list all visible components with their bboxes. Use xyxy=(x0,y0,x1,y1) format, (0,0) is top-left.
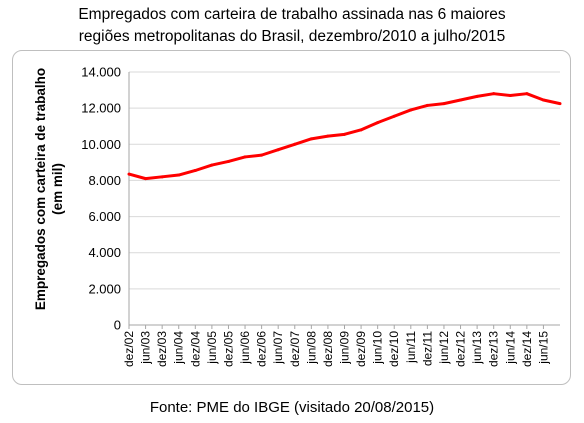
data-point xyxy=(541,98,545,102)
data-point xyxy=(492,92,496,96)
x-tick-label: jun/08 xyxy=(304,331,318,365)
x-tick-label: dez/05 xyxy=(221,331,235,367)
data-point xyxy=(226,159,230,163)
x-tick-label: jun/09 xyxy=(338,331,352,365)
data-point xyxy=(177,173,181,177)
data-point xyxy=(144,177,148,181)
data-point xyxy=(409,108,413,112)
x-tick-label: jun/06 xyxy=(238,331,252,365)
y-tick-label: 12.000 xyxy=(81,101,121,116)
chart-title-line-1: Empregados com carteira de trabalho assi… xyxy=(78,6,506,23)
x-tick-label: jun/13 xyxy=(470,331,484,365)
x-tick-label: dez/10 xyxy=(387,331,401,367)
x-tick-label: jun/05 xyxy=(205,331,219,365)
data-point xyxy=(525,92,529,96)
data-point xyxy=(193,168,197,172)
x-tick-label: dez/14 xyxy=(520,331,534,367)
x-tick-label: dez/02 xyxy=(122,331,136,367)
x-tick-label: jun/14 xyxy=(503,331,517,365)
x-tick-label: jun/15 xyxy=(536,331,550,365)
data-point xyxy=(309,137,313,141)
data-point xyxy=(359,128,363,132)
data-point xyxy=(293,142,297,146)
data-point xyxy=(127,172,131,176)
data-point xyxy=(475,94,479,98)
y-tick-label: 4.000 xyxy=(88,245,121,260)
x-tick-label: jun/12 xyxy=(437,331,451,365)
data-point xyxy=(343,132,346,136)
data-point xyxy=(558,102,562,106)
x-tick-label: dez/09 xyxy=(354,331,368,367)
y-axis-label-line-2: (em mil) xyxy=(50,163,65,215)
data-point xyxy=(210,163,214,167)
axes xyxy=(128,72,560,326)
y-tick-label: 0 xyxy=(114,318,121,333)
x-tick-label: dez/13 xyxy=(487,331,501,367)
y-tick-label: 8.000 xyxy=(88,173,121,188)
x-tick-label: dez/06 xyxy=(255,331,269,367)
source-note: Fonte: PME do IBGE (visitado 20/08/2015) xyxy=(149,399,435,416)
x-tick-label: jun/04 xyxy=(172,331,186,365)
data-point xyxy=(392,114,396,118)
x-tick-label: dez/12 xyxy=(454,331,468,367)
chart-title-line-2: regiões metropolitanas do Brasil, dezemb… xyxy=(78,28,506,45)
y-tick-label: 6.000 xyxy=(88,209,121,224)
data-point xyxy=(260,153,264,157)
data-point xyxy=(326,134,330,138)
data-point xyxy=(243,155,247,159)
y-tick-labels: 0 2.000 4.000 6.000 8.000 10.000 12.000 14.000 xyxy=(81,65,121,333)
y-tick-label: 2.000 xyxy=(88,281,121,296)
data-point xyxy=(508,93,512,97)
x-tick-label: jun/03 xyxy=(139,331,153,365)
data-point xyxy=(442,102,446,106)
series-layer xyxy=(127,92,562,181)
data-point xyxy=(459,98,463,102)
x-tick-label: dez/07 xyxy=(288,331,302,367)
chart-title: Empregados com carteira de trabalho assi… xyxy=(0,4,584,48)
x-tick-label: jun/10 xyxy=(371,331,385,365)
data-point xyxy=(276,148,280,152)
y-tick-label: 10.000 xyxy=(81,137,121,152)
x-tick-label: dez/11 xyxy=(420,331,434,366)
x-tick-label: jun/11 xyxy=(404,331,418,364)
x-tick-label: jun/07 xyxy=(271,331,285,365)
data-point xyxy=(160,175,164,179)
x-tick-label: dez/04 xyxy=(188,331,202,367)
gridlines xyxy=(129,71,560,290)
data-point xyxy=(425,103,429,107)
y-tick-label: 14.000 xyxy=(81,65,121,80)
x-tick-label: dez/03 xyxy=(155,331,169,367)
x-tick-label: dez/08 xyxy=(321,331,335,367)
y-axis-label-line-1: Empregados com carteira de trabalho xyxy=(33,68,48,310)
series-line xyxy=(128,92,561,181)
data-point xyxy=(376,121,380,125)
x-tick-labels: dez/02 jun/03 dez/03 jun/04 dez/04 jun/05 dez/… xyxy=(122,325,550,367)
chart-frame xyxy=(12,50,571,385)
